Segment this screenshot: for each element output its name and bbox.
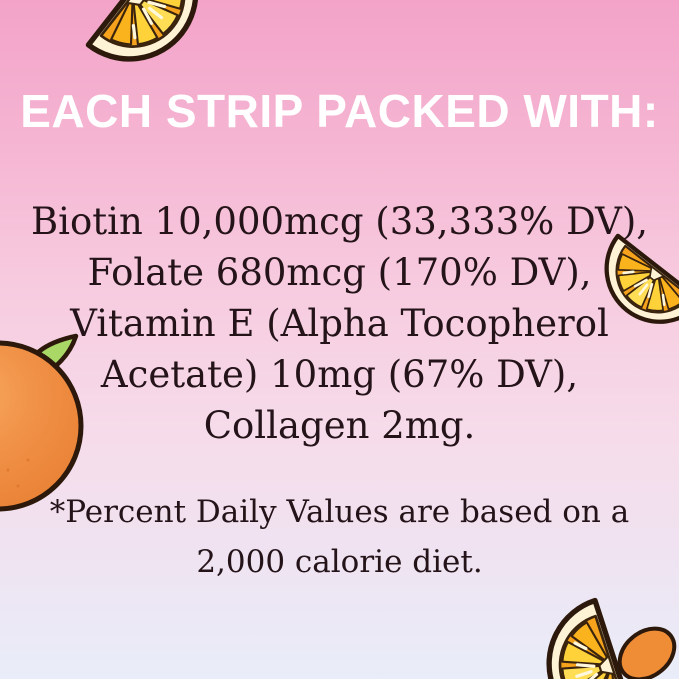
supplement-facts-text: Biotin 10,000mcg (33,333% DV), Folate 68… (0, 196, 679, 451)
orange-slice-top-icon (73, 0, 233, 97)
daily-value-footnote: *Percent Daily Values are based on a 2,0… (0, 487, 679, 587)
nutrient-line: Collagen 2mg. (203, 404, 476, 447)
page-title: EACH STRIP PACKED WITH: (20, 85, 659, 137)
footnote-line: *Percent Daily Values are based on a (49, 494, 630, 530)
nutrient-line: Folate 680mcg (170% DV), (87, 251, 592, 294)
orange-peel-back-icon (617, 626, 677, 679)
nutrient-line: Acetate) 10mg (67% DV), (100, 353, 579, 396)
nutrient-line: Biotin 10,000mcg (33,333% DV), (30, 200, 649, 243)
whole-orange-icon (0, 333, 84, 512)
nutrient-line: Vitamin E (Alpha Tocopherol (70, 302, 609, 345)
footnote-line: 2,000 calorie diet. (196, 544, 483, 580)
